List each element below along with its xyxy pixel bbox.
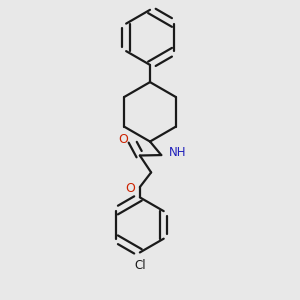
Text: Cl: Cl [134, 259, 146, 272]
Text: O: O [118, 133, 128, 146]
Text: O: O [125, 182, 135, 195]
Text: NH: NH [169, 146, 187, 159]
